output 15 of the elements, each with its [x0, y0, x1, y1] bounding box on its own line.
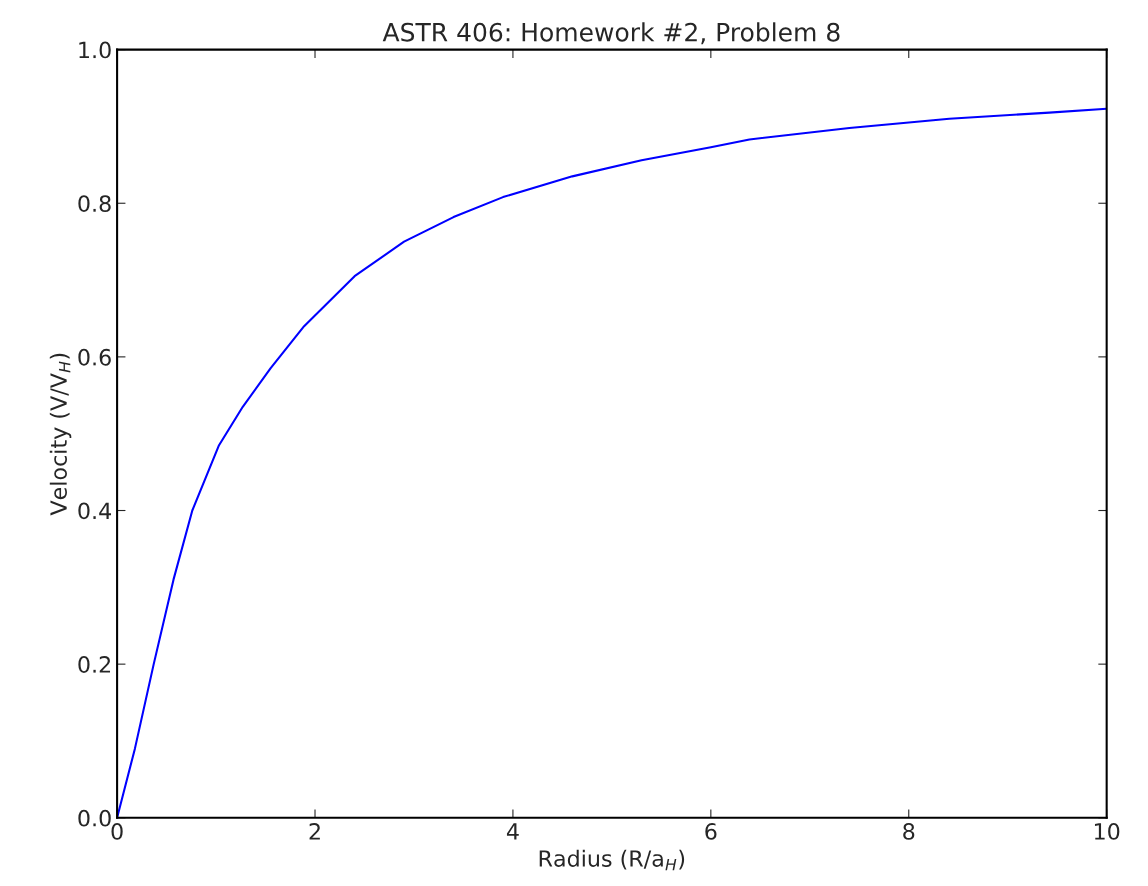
- y-axis-title: Velocity (V/V$_{H}$): [49, 353, 72, 516]
- x-tick-label: 4: [506, 823, 519, 840]
- y-tick-label: 1.0: [79, 41, 111, 59]
- x-tick-label: 8: [903, 823, 915, 840]
- x-tick-label: 6: [705, 823, 717, 840]
- y-tick-label: 0.4: [78, 502, 111, 520]
- chart-title: ASTR 406: Homework #2, Problem 8: [382, 22, 840, 45]
- y-tick-label: 0.0: [78, 809, 111, 827]
- x-tick-label: 10: [1094, 823, 1120, 840]
- x-tick-label: 0: [111, 823, 123, 840]
- y-tick-label: 0.6: [78, 348, 111, 366]
- x-axis-title: Radius (R/a$_{H}$): [539, 849, 685, 871]
- y-tick-label: 0.8: [78, 195, 111, 213]
- x-tick-label: 2: [309, 823, 320, 840]
- y-tick-label: 0.2: [78, 656, 111, 673]
